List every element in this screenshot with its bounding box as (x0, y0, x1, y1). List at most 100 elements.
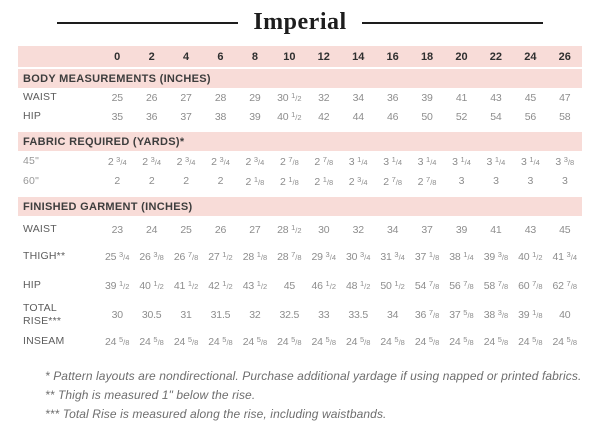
fraction-numerator: 5 (222, 335, 227, 344)
fraction: 1/4 (494, 154, 506, 167)
fraction-denominator: 8 (503, 282, 509, 291)
measurement-cell: 2 3/4 (142, 154, 162, 168)
measurement-cell: 42 1/2 (208, 279, 233, 292)
measurement-cell: 30 (318, 223, 330, 236)
row-label: HIP (23, 110, 42, 123)
fraction: 7/8 (187, 250, 199, 262)
fraction-denominator: 8 (294, 177, 299, 187)
table-section: BODY MEASUREMENTS (INCHES) WAIST 25 26 27 28 2… (18, 69, 582, 126)
fraction: 3/4 (116, 154, 127, 167)
fraction: 7/8 (566, 279, 577, 291)
page-title: Imperial (253, 9, 347, 35)
measurement-cell: 27 (180, 91, 192, 104)
measurement-cell: 43 (524, 223, 536, 236)
measurement-cell: 31 (180, 308, 192, 321)
table-section: FINISHED GARMENT (INCHES) WAIST 23 24 25 26 27… (18, 197, 582, 355)
table-row: INSEAM 24 5/8 24 5/8 24 5/8 24 5/8 24 5/8 24 5… (18, 328, 582, 355)
measurement-cell: 39 3/8 (483, 250, 509, 263)
fraction: 5/8 (359, 335, 371, 347)
fraction-numerator: 1 (291, 223, 296, 232)
fraction-denominator: 8 (469, 282, 474, 291)
measurement-cell: 3 (458, 175, 465, 187)
measurement-cell: 50 (421, 110, 433, 123)
table-row: HIP 35 36 37 38 39 40 1/2 42 44 46 50 52 54 56 58 (18, 107, 582, 126)
fraction: 3/4 (118, 250, 130, 262)
fraction: 1/2 (153, 279, 164, 291)
fraction-numerator: 3 (563, 154, 568, 164)
fraction-denominator: 4 (469, 253, 474, 262)
fraction-numerator: 5 (187, 335, 193, 344)
fraction-numerator: 1 (532, 308, 537, 317)
title-rule-left (57, 22, 239, 24)
size-column-header: 8 (251, 50, 258, 63)
fraction-numerator: 3 (153, 250, 158, 259)
measurement-cell: 24 5/8 (552, 335, 577, 348)
measurement-cell: 56 (524, 110, 536, 123)
fraction-numerator: 1 (222, 279, 227, 288)
fraction: 3/8 (497, 308, 509, 320)
fraction: 5/8 (118, 335, 130, 347)
measurement-cell: 2 (148, 175, 155, 187)
measurement-cell: 43 1/2 (242, 279, 268, 292)
fraction-denominator: 8 (397, 177, 403, 187)
fraction: 5/8 (566, 335, 577, 347)
measurement-cell: 2 7/8 (383, 174, 403, 188)
size-column-header: 22 (489, 50, 503, 63)
fraction-numerator: 1 (187, 279, 193, 288)
table-row: 60" 2 2 2 2 2 1/8 2 1/8 2 1/8 2 3/4 2 7/8 2 7/8 3 3 3… (18, 171, 582, 191)
fraction-denominator: 8 (329, 157, 334, 167)
measurement-cell: 36 (145, 110, 158, 123)
size-column-header: 18 (420, 50, 434, 63)
fraction-numerator: 1 (256, 250, 261, 259)
measurement-cell: 24 5/8 (414, 335, 440, 348)
fraction-numerator: 5 (463, 335, 468, 344)
fraction-denominator: 4 (466, 157, 471, 167)
fraction-numerator: 3 (497, 250, 502, 259)
fraction: 1/2 (118, 279, 130, 291)
fraction-denominator: 2 (159, 282, 164, 291)
fraction-denominator: 2 (125, 282, 130, 291)
measurement-cell: 28 (214, 91, 227, 104)
measurement-cell: 43 (490, 91, 502, 104)
fraction: 3/4 (359, 250, 371, 262)
measurement-cell: 3 1/4 (452, 154, 471, 168)
measurement-cell: 24 5/8 (311, 335, 336, 348)
fraction-numerator: 1 (118, 279, 124, 288)
fraction-denominator: 8 (503, 311, 509, 320)
fraction-denominator: 8 (538, 282, 543, 291)
measurement-cell: 41 (455, 91, 468, 104)
measurement-cell: 30 (111, 308, 123, 321)
measurement-cell: 56 7/8 (449, 279, 474, 292)
measurement-cell: 60 7/8 (518, 279, 543, 292)
fraction-denominator: 8 (503, 253, 509, 262)
measurement-cell: 23 (111, 223, 123, 236)
measurement-cell: 30 1/2 (277, 91, 302, 104)
measurement-cell: 2 (114, 175, 121, 187)
fraction-numerator: 3 (394, 250, 399, 259)
fraction-numerator: 1 (291, 91, 296, 100)
measurement-cell: 34 (352, 91, 364, 104)
fraction-denominator: 8 (570, 157, 575, 167)
measurement-cell: 3 3/8 (555, 154, 575, 168)
fraction-denominator: 8 (366, 338, 371, 347)
measurement-cell: 24 5/8 (139, 335, 164, 348)
fraction-numerator: 1 (153, 279, 158, 288)
measurement-cell: 39 (455, 223, 468, 236)
fraction-denominator: 2 (297, 226, 302, 235)
fraction-denominator: 4 (432, 157, 437, 167)
measurement-cell: 32.5 (279, 308, 300, 321)
measurement-cell: 2 (217, 175, 224, 187)
fraction-numerator: 7 (391, 174, 396, 184)
fraction-numerator: 3 (118, 250, 124, 259)
measurement-cell: 3 1/4 (383, 154, 403, 168)
fraction-denominator: 8 (538, 311, 543, 320)
measurement-cell: 33 (318, 308, 330, 321)
measurement-cell: 3 1/4 (486, 154, 506, 168)
fraction-numerator: 7 (426, 174, 431, 184)
fraction-denominator: 8 (469, 338, 474, 347)
measurement-cell: 24 (145, 223, 158, 236)
fraction-numerator: 1 (222, 250, 227, 259)
fraction-numerator: 7 (532, 279, 537, 288)
fraction: 1/8 (428, 250, 440, 262)
measurement-cell: 36 7/8 (414, 308, 440, 321)
